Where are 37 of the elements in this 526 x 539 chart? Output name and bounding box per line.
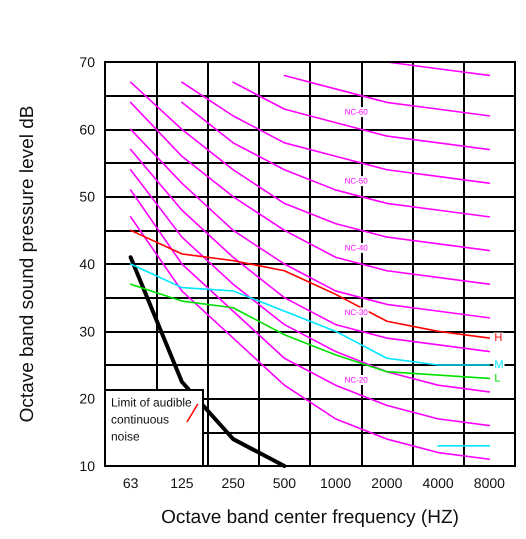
line-series: [130, 148, 490, 352]
series-label: L: [494, 372, 500, 384]
line-series: [130, 81, 490, 252]
y-axis-title: Octave band sound pressure level dB: [17, 106, 38, 422]
y-tick-label: 70: [79, 54, 96, 70]
x-tick-label: 125: [170, 475, 194, 491]
line-series: [130, 128, 490, 319]
line-series: [130, 168, 490, 393]
series-label: M: [494, 359, 504, 371]
line-series: [130, 263, 490, 366]
line-series: [181, 81, 490, 184]
annotation: NC-40: [344, 243, 368, 252]
x-tick-label: 250: [221, 475, 246, 491]
y-tick-label: 20: [79, 390, 96, 407]
line-series: [130, 102, 490, 285]
x-tick-label: 8000: [474, 475, 506, 491]
y-tick-label: 10: [79, 458, 96, 474]
annotation: Limit of audible continuous noise: [111, 396, 196, 444]
line-series: [181, 102, 490, 218]
annotation: NC-20: [344, 375, 368, 384]
line-series: [284, 74, 490, 117]
y-tick-label: 40: [79, 256, 96, 272]
line-series: [130, 230, 490, 339]
annotation: NC-60: [344, 108, 368, 117]
x-tick-label: 63: [122, 475, 139, 491]
x-tick-label: 1000: [320, 475, 352, 491]
series-label: H: [494, 332, 502, 344]
y-tick-label: 30: [79, 323, 96, 340]
line-series: [232, 81, 490, 150]
x-tick-label: 2000: [371, 475, 403, 491]
y-tick-label: 60: [79, 121, 96, 138]
annotation: NC-50: [344, 176, 368, 186]
x-tick-label: 500: [272, 475, 296, 491]
x-axis-title: Octave band center frequency (HZ): [161, 507, 459, 528]
annotation: NC-30: [344, 308, 368, 317]
y-tick-label: 50: [79, 188, 96, 205]
x-tick-label: 4000: [422, 475, 454, 491]
